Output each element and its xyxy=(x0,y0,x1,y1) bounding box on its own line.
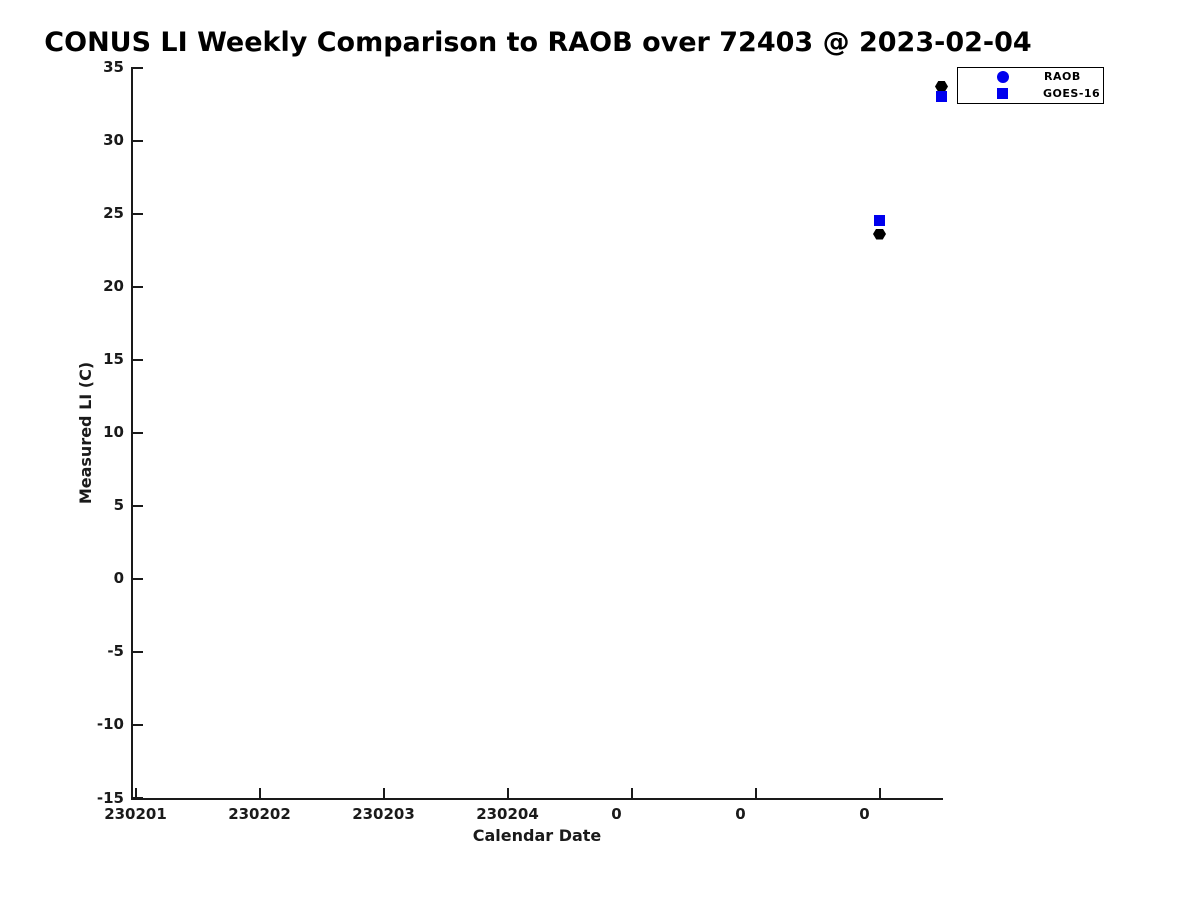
x-tick-label: 0 xyxy=(859,805,870,823)
y-tick xyxy=(133,212,143,215)
x-tick xyxy=(506,788,509,798)
y-tick-label: 5 xyxy=(113,496,124,515)
y-axis-label: Measured LI (C) xyxy=(76,361,95,505)
y-tick-label: 20 xyxy=(103,277,124,296)
legend-label-raob: RAOB xyxy=(1044,70,1081,83)
x-axis-label: Calendar Date xyxy=(472,826,602,845)
y-tick xyxy=(133,797,143,799)
x-tick xyxy=(878,788,881,798)
goes16-marker-icon xyxy=(997,88,1008,99)
x-tick xyxy=(134,788,137,798)
y-tick xyxy=(133,358,143,361)
x-tick-label: 230204 xyxy=(476,805,539,823)
goes-16-data-point xyxy=(936,91,947,103)
y-tick-label: 35 xyxy=(103,58,124,76)
x-tick xyxy=(630,788,633,798)
y-tick xyxy=(133,650,143,653)
raob-marker-icon xyxy=(997,70,1009,83)
legend-label-goes16: GOES-16 xyxy=(1043,87,1101,100)
y-tick-label: 0 xyxy=(113,569,124,588)
y-tick xyxy=(133,431,143,434)
y-tick xyxy=(133,285,143,288)
x-tick-label: 230201 xyxy=(104,805,167,823)
goes-16-data-point xyxy=(874,215,885,227)
raob-data-point xyxy=(873,228,886,240)
x-tick-label: 0 xyxy=(611,805,622,823)
y-tick-label: 30 xyxy=(103,131,124,150)
legend-entry-goes16: GOES-16 xyxy=(958,85,1103,102)
y-tick-label: 10 xyxy=(103,423,124,442)
x-tick-label: 0 xyxy=(735,805,746,823)
chart-title: CONUS LI Weekly Comparison to RAOB over … xyxy=(44,27,1032,58)
y-tick xyxy=(133,66,143,69)
y-tick-label: -10 xyxy=(96,715,124,734)
y-tick-label: 25 xyxy=(103,204,124,223)
y-tick-label: -5 xyxy=(107,642,124,661)
y-tick xyxy=(133,723,143,726)
raob-data-point xyxy=(935,80,948,92)
legend: RAOB GOES-16 xyxy=(957,67,1104,104)
x-tick-label: 230202 xyxy=(228,805,291,823)
x-tick-label: 230203 xyxy=(352,805,415,823)
legend-entry-raob: RAOB xyxy=(958,68,1103,85)
y-tick xyxy=(133,577,143,580)
y-tick-label: 15 xyxy=(103,350,124,369)
plot-area xyxy=(131,67,943,800)
y-tick xyxy=(133,139,143,142)
y-tick xyxy=(133,504,143,507)
x-tick xyxy=(754,788,757,798)
x-tick xyxy=(382,788,385,798)
x-tick xyxy=(258,788,261,798)
y-tick-label: -15 xyxy=(96,788,124,807)
